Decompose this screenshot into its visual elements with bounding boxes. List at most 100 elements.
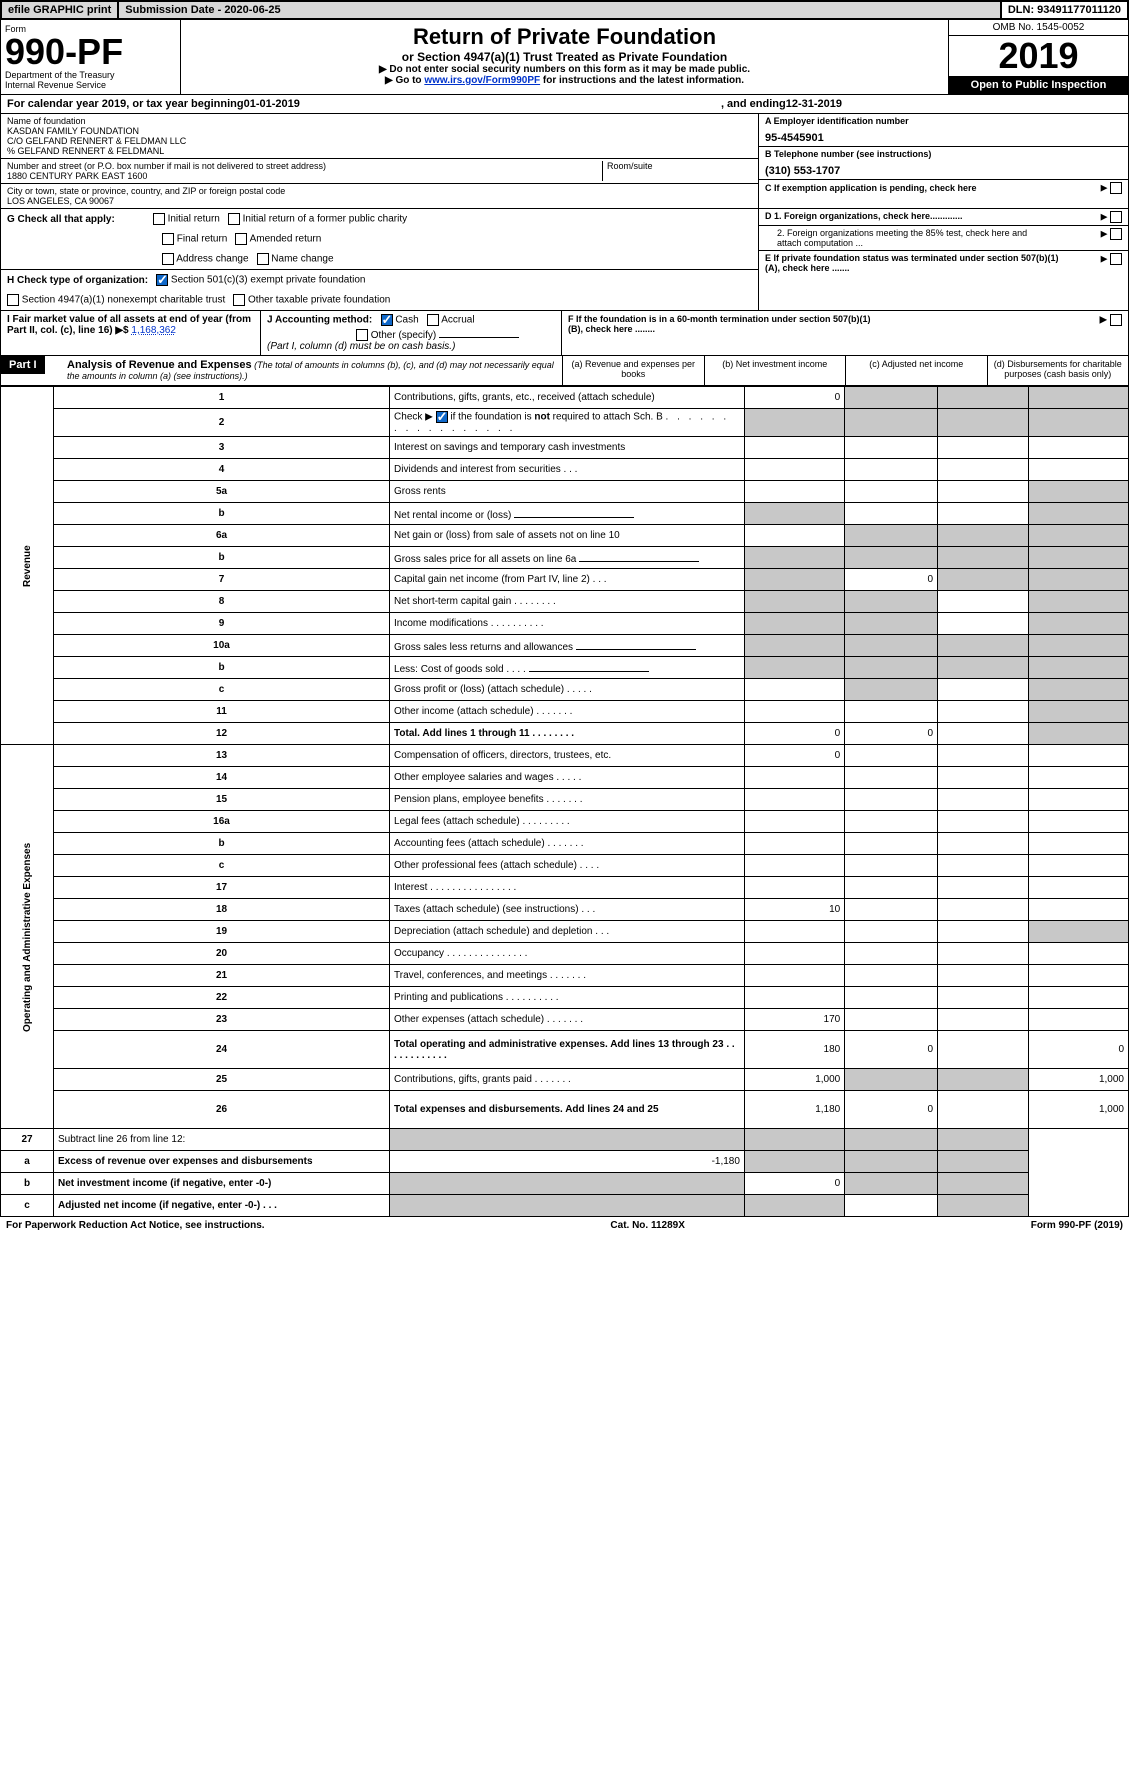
b-label: B Telephone number (see instructions) — [765, 149, 1122, 159]
footer-left: For Paperwork Reduction Act Notice, see … — [6, 1220, 265, 1231]
side-label: Revenue — [1, 387, 54, 745]
name-label: Name of foundation — [7, 116, 752, 126]
cb-amended[interactable] — [235, 233, 247, 245]
cb-final[interactable] — [162, 233, 174, 245]
c-checkbox[interactable] — [1110, 182, 1122, 194]
calyear-begin: 01-01-2019 — [244, 98, 300, 110]
cb-f[interactable] — [1110, 314, 1122, 326]
i-val[interactable]: 1,168,362 — [131, 325, 176, 336]
cb-addrchange[interactable] — [162, 253, 174, 265]
instr2-post: for instructions and the latest informat… — [540, 75, 744, 86]
table-row: 26Total expenses and disbursements. Add … — [1, 1091, 1129, 1129]
footer: For Paperwork Reduction Act Notice, see … — [0, 1217, 1129, 1234]
a-label: A Employer identification number — [765, 116, 1122, 126]
table-row: 15Pension plans, employee benefits . . .… — [1, 789, 1129, 811]
name3: % GELFAND RENNERT & FELDMANL — [7, 146, 752, 156]
cb-other-method[interactable] — [356, 329, 368, 341]
cb-cash[interactable] — [381, 314, 393, 326]
dln: DLN: 93491177011120 — [1002, 2, 1127, 18]
i-j-row: I Fair market value of all assets at end… — [0, 311, 1129, 356]
cb-501c3[interactable] — [156, 274, 168, 286]
calyear-end: 12-31-2019 — [786, 98, 842, 110]
table-row: 6aNet gain or (loss) from sale of assets… — [1, 525, 1129, 547]
form-number: 990-PF — [5, 34, 176, 70]
table-row: 27Subtract line 26 from line 12: — [1, 1129, 1129, 1151]
cb-initial[interactable] — [153, 213, 165, 225]
table-row: bNet investment income (if negative, ent… — [1, 1173, 1129, 1195]
table-row: cOther professional fees (attach schedul… — [1, 855, 1129, 877]
form-subtitle: or Section 4947(a)(1) Trust Treated as P… — [191, 50, 938, 64]
table-row: 23Other expenses (attach schedule) . . .… — [1, 1009, 1129, 1031]
j-label: J Accounting method: — [267, 315, 372, 326]
efile-label[interactable]: efile GRAPHIC print — [2, 2, 119, 18]
table-row: 19Depreciation (attach schedule) and dep… — [1, 921, 1129, 943]
table-row: aExcess of revenue over expenses and dis… — [1, 1151, 1129, 1173]
side-label: Operating and Administrative Expenses — [1, 745, 54, 1129]
table-row: 21Travel, conferences, and meetings . . … — [1, 965, 1129, 987]
cb-initial-former[interactable] — [228, 213, 240, 225]
table-row: bAccounting fees (attach schedule) . . .… — [1, 833, 1129, 855]
d1: D 1. Foreign organizations, check here..… — [765, 211, 963, 223]
cb-d1[interactable] — [1110, 211, 1122, 223]
calyear-pre: For calendar year 2019, or tax year begi… — [7, 98, 244, 110]
c-label: C If exemption application is pending, c… — [765, 183, 977, 193]
table-row: cAdjusted net income (if negative, enter… — [1, 1195, 1129, 1217]
cb-e[interactable] — [1110, 253, 1122, 265]
dept: Department of the Treasury — [5, 70, 176, 80]
table-row: 12Total. Add lines 1 through 11 . . . . … — [1, 723, 1129, 745]
table-row: bGross sales price for all assets on lin… — [1, 547, 1129, 569]
table-row: 22Printing and publications . . . . . . … — [1, 987, 1129, 1009]
part1-label: Part I — [1, 356, 45, 374]
tax-year: 2019 — [949, 36, 1128, 76]
header-bar: efile GRAPHIC print Submission Date - 20… — [0, 0, 1129, 20]
cb-d2[interactable] — [1110, 228, 1122, 240]
footer-right: Form 990-PF (2019) — [1031, 1220, 1123, 1231]
filer-info: Name of foundation KASDAN FAMILY FOUNDAT… — [0, 114, 1129, 209]
table-row: bLess: Cost of goods sold . . . . — [1, 657, 1129, 679]
table-row: bNet rental income or (loss) — [1, 503, 1129, 525]
table-row: Operating and Administrative Expenses13C… — [1, 745, 1129, 767]
omb: OMB No. 1545-0052 — [949, 20, 1128, 36]
f-label: F If the foundation is in a 60-month ter… — [568, 314, 878, 352]
form-title: Return of Private Foundation — [191, 24, 938, 50]
cb-namechange[interactable] — [257, 253, 269, 265]
table-row: 4Dividends and interest from securities … — [1, 459, 1129, 481]
irs: Internal Revenue Service — [5, 80, 176, 90]
calendar-year-row: For calendar year 2019, or tax year begi… — [0, 95, 1129, 114]
addr-label: Number and street (or P.O. box number if… — [7, 161, 602, 171]
addr: 1880 CENTURY PARK EAST 1600 — [7, 171, 602, 181]
irs-link[interactable]: www.irs.gov/Form990PF — [424, 75, 540, 86]
table-row: 5aGross rents — [1, 481, 1129, 503]
table-row: 16aLegal fees (attach schedule) . . . . … — [1, 811, 1129, 833]
cb-accrual[interactable] — [427, 314, 439, 326]
phone: (310) 553-1707 — [765, 165, 1122, 177]
col-a: (a) Revenue and expenses per books — [562, 356, 704, 385]
i-label: I Fair market value of all assets at end… — [7, 314, 251, 336]
instr2: ▶ Go to www.irs.gov/Form990PF for instru… — [191, 75, 938, 86]
g-label: G Check all that apply: — [7, 214, 115, 225]
room-label: Room/suite — [607, 161, 752, 171]
cb-other-tax[interactable] — [233, 294, 245, 306]
table-row: 24Total operating and administrative exp… — [1, 1031, 1129, 1069]
j-note: (Part I, column (d) must be on cash basi… — [267, 341, 555, 352]
table-row: Revenue1Contributions, gifts, grants, et… — [1, 387, 1129, 409]
name2: C/O GELFAND RENNERT & FELDMAN LLC — [7, 136, 752, 146]
table-row: 14Other employee salaries and wages . . … — [1, 767, 1129, 789]
table-row: 7Capital gain net income (from Part IV, … — [1, 569, 1129, 591]
table-row: 17Interest . . . . . . . . . . . . . . .… — [1, 877, 1129, 899]
cb-4947[interactable] — [7, 294, 19, 306]
form-header: Form 990-PF Department of the Treasury I… — [0, 20, 1129, 95]
table-row: 2Check ▶ if the foundation is not requir… — [1, 409, 1129, 437]
open-public: Open to Public Inspection — [949, 76, 1128, 94]
instr1: ▶ Do not enter social security numbers o… — [191, 64, 938, 75]
table-row: 11Other income (attach schedule) . . . .… — [1, 701, 1129, 723]
part1-header: Part I Analysis of Revenue and Expenses … — [0, 356, 1129, 386]
table-row: 8Net short-term capital gain . . . . . .… — [1, 591, 1129, 613]
table-row: 10aGross sales less returns and allowanc… — [1, 635, 1129, 657]
table-row: 18Taxes (attach schedule) (see instructi… — [1, 899, 1129, 921]
city-label: City or town, state or province, country… — [7, 186, 752, 196]
part1-table: Revenue1Contributions, gifts, grants, et… — [0, 386, 1129, 1217]
col-b: (b) Net investment income — [704, 356, 846, 385]
ein: 95-4545901 — [765, 132, 1122, 144]
table-row: 9Income modifications . . . . . . . . . … — [1, 613, 1129, 635]
